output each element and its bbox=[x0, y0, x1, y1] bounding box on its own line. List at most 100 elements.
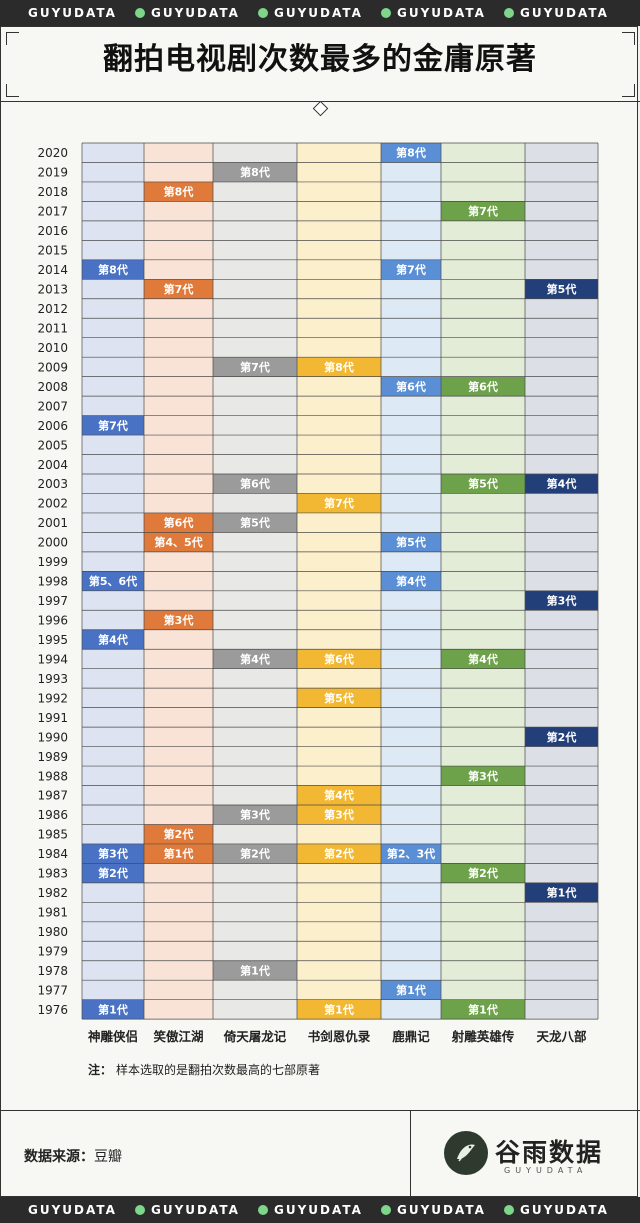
data-label: 第7代 bbox=[240, 360, 270, 374]
banner-dot-icon bbox=[504, 8, 514, 18]
data-label: 第1代 bbox=[98, 1002, 128, 1016]
data-cell bbox=[297, 804, 381, 825]
data-label: 第7代 bbox=[468, 204, 498, 218]
data-label: 第8代 bbox=[240, 165, 270, 179]
year-tick-label: 2015 bbox=[37, 244, 68, 258]
year-tick-label: 1981 bbox=[37, 906, 68, 920]
year-tick-label: 1977 bbox=[37, 983, 68, 997]
data-cell bbox=[144, 279, 213, 299]
year-tick-label: 2012 bbox=[37, 302, 68, 316]
year-tick-label: 2017 bbox=[37, 205, 68, 219]
footer-divider bbox=[0, 1110, 640, 1111]
banner-dot-icon bbox=[135, 8, 145, 18]
data-cell bbox=[381, 143, 441, 163]
year-tick-label: 2002 bbox=[37, 497, 68, 511]
year-tick-label: 1987 bbox=[37, 789, 68, 803]
year-tick-label: 2007 bbox=[37, 399, 68, 413]
note-text: 样本选取的是翻拍次数最高的七部原著 bbox=[116, 1063, 321, 1077]
year-tick-label: 2011 bbox=[37, 321, 68, 335]
source-label: 数据来源： bbox=[24, 1149, 94, 1165]
data-label: 第3代 bbox=[164, 613, 194, 627]
corner-ornament bbox=[622, 84, 635, 97]
data-label: 第3代 bbox=[468, 769, 498, 783]
data-cell bbox=[441, 766, 525, 786]
data-label: 第2、3代 bbox=[387, 847, 435, 861]
data-label: 第3代 bbox=[324, 808, 354, 822]
year-tick-label: 2001 bbox=[37, 516, 68, 530]
year-tick-label: 2004 bbox=[37, 458, 68, 472]
top-banner: GUYUDATA GUYUDATA GUYUDATA GUYUDATA GUYUDATA bbox=[0, 0, 640, 26]
page-title: 翻拍电视剧次数最多的金庸原著 bbox=[103, 42, 537, 77]
data-cell bbox=[82, 999, 144, 1020]
data-cell bbox=[144, 843, 213, 864]
data-cell bbox=[381, 376, 441, 397]
column-background bbox=[213, 143, 297, 1020]
year-tick-label: 1982 bbox=[37, 886, 68, 900]
data-cell bbox=[525, 279, 598, 299]
bottom-banner: GUYUDATA GUYUDATA GUYUDATA GUYUDATA GUYUDATA bbox=[0, 1197, 640, 1223]
year-tick-label: 2020 bbox=[37, 146, 68, 160]
year-tick-label: 1976 bbox=[37, 1003, 68, 1017]
data-label: 第7代 bbox=[164, 282, 194, 296]
data-label: 第2代 bbox=[98, 866, 128, 880]
data-cell bbox=[213, 804, 297, 825]
data-label: 第1代 bbox=[468, 1002, 498, 1016]
data-cell bbox=[441, 999, 525, 1020]
corner-ornament bbox=[622, 32, 635, 45]
data-cell bbox=[525, 473, 598, 494]
year-tick-label: 2008 bbox=[37, 380, 68, 394]
data-label: 第5代 bbox=[240, 516, 270, 530]
data-label: 第2代 bbox=[547, 730, 577, 744]
data-label: 第6代 bbox=[164, 516, 194, 530]
data-cell bbox=[144, 512, 213, 533]
year-tick-label: 1996 bbox=[37, 614, 68, 628]
brand-subtitle: GUYUDATA bbox=[504, 1166, 588, 1175]
data-label: 第5代 bbox=[324, 691, 354, 705]
year-tick-label: 1979 bbox=[37, 945, 68, 959]
data-cell bbox=[82, 629, 144, 650]
category-label: 神雕侠侣 bbox=[88, 1029, 138, 1044]
column-background bbox=[297, 143, 381, 1020]
corner-ornament bbox=[6, 32, 19, 45]
data-cell bbox=[297, 493, 381, 513]
data-label: 第6代 bbox=[396, 379, 426, 393]
year-tick-label: 2000 bbox=[37, 536, 68, 550]
data-label: 第7代 bbox=[396, 263, 426, 277]
data-cell bbox=[441, 201, 525, 221]
data-cell bbox=[441, 863, 525, 883]
data-cell bbox=[213, 843, 297, 864]
data-cell bbox=[213, 162, 297, 182]
year-tick-label: 2019 bbox=[37, 166, 68, 180]
data-cell bbox=[297, 785, 381, 805]
banner-text: GUYUDATA bbox=[28, 6, 117, 20]
year-tick-label: 1998 bbox=[37, 575, 68, 589]
column-background bbox=[441, 143, 525, 1020]
data-cell bbox=[213, 357, 297, 377]
banner-text: GUYUDATA bbox=[274, 6, 363, 20]
brand-name: 谷雨数据 bbox=[495, 1138, 604, 1167]
data-cell bbox=[144, 610, 213, 630]
data-label: 第8代 bbox=[164, 185, 194, 199]
banner-text: GUYUDATA bbox=[520, 6, 609, 20]
data-label: 第6代 bbox=[468, 379, 498, 393]
data-label: 第3代 bbox=[240, 808, 270, 822]
data-cell bbox=[213, 512, 297, 533]
data-label: 第1代 bbox=[164, 847, 194, 861]
data-label: 第6代 bbox=[324, 652, 354, 666]
data-cell bbox=[82, 259, 144, 280]
data-label: 第4代 bbox=[468, 652, 498, 666]
data-cell bbox=[297, 843, 381, 864]
banner-dot-icon bbox=[258, 1205, 268, 1215]
year-tick-label: 1990 bbox=[37, 730, 68, 744]
data-label: 第5、6代 bbox=[89, 574, 137, 588]
year-tick-label: 1992 bbox=[37, 691, 68, 705]
data-label: 第5代 bbox=[547, 282, 577, 296]
data-cell bbox=[144, 181, 213, 202]
year-tick-label: 2005 bbox=[37, 438, 68, 452]
year-tick-label: 1978 bbox=[37, 964, 68, 978]
data-cell bbox=[82, 571, 144, 591]
data-cell bbox=[525, 882, 598, 903]
year-tick-label: 2006 bbox=[37, 419, 68, 433]
year-tick-label: 2010 bbox=[37, 341, 68, 355]
category-label: 书剑恩仇录 bbox=[308, 1029, 371, 1044]
